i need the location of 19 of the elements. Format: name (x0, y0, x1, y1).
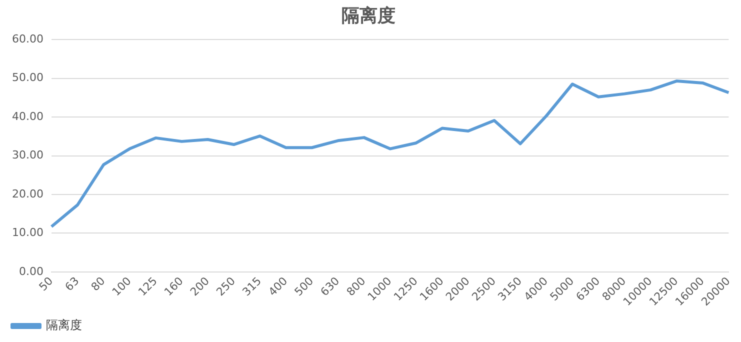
y-tick-label: 50.00 (12, 71, 44, 84)
x-tick-label: 125 (136, 274, 160, 299)
x-tick-label: 500 (292, 274, 316, 299)
x-tick-label: 400 (266, 274, 290, 299)
chart-title: 隔离度 (342, 5, 396, 26)
y-tick-label: 30.00 (12, 148, 44, 162)
x-tick-label: 63 (62, 274, 82, 294)
x-tick-label: 250 (214, 274, 238, 299)
x-tick-label: 200 (188, 274, 212, 299)
x-tick-label: 80 (88, 274, 108, 294)
x-tick-label: 100 (110, 274, 134, 299)
legend-label: 隔离度 (46, 318, 82, 332)
x-tick-label: 160 (162, 274, 186, 299)
y-tick-label: 40.00 (12, 110, 44, 123)
y-tick-label: 60.00 (12, 32, 44, 46)
y-tick-label: 10.00 (12, 226, 44, 240)
x-tick-label: 630 (318, 274, 342, 299)
y-tick-label: 20.00 (12, 187, 44, 200)
x-tick-label: 800 (344, 274, 368, 299)
